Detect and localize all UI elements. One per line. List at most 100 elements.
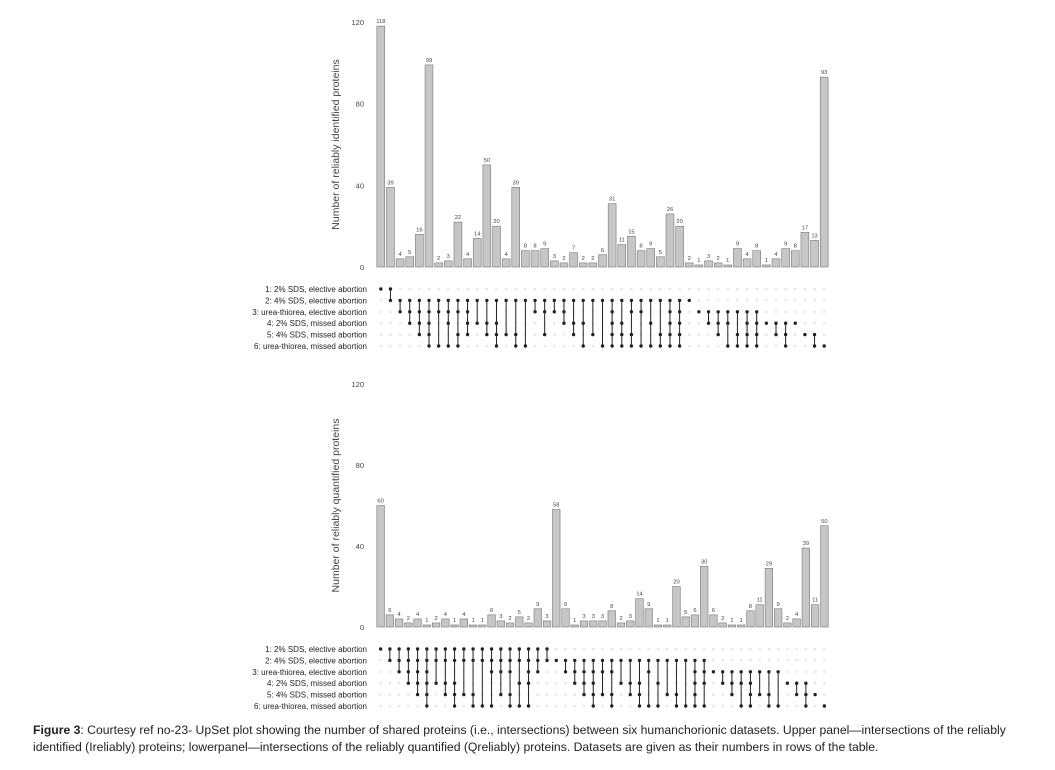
matrix-dot-inactive [545,670,549,674]
matrix-dot-inactive [697,333,701,336]
bar [800,231,810,268]
y-tick-label: 0 [360,263,364,272]
matrix-dot-inactive [408,333,412,336]
bar [727,624,737,628]
matrix-dot-active [571,298,576,303]
matrix-dot-inactive [813,310,816,314]
bar-value-label: 11 [812,598,818,604]
matrix-dot-inactive [573,704,577,708]
bar [709,614,718,628]
matrix-dot-inactive [774,310,778,314]
bar-value-label: 4 [745,252,749,258]
matrix-dot-inactive [822,299,826,302]
bar-value-label: 3 [601,614,604,620]
matrix-dot-active [764,321,769,325]
matrix-dot-inactive [786,647,789,651]
matrix-dot-inactive [774,344,778,348]
bar-value-label: 5 [408,250,411,256]
bar [723,264,733,268]
matrix-dot-inactive [823,693,826,696]
matrix-dot-inactive [765,344,768,348]
matrix-dot-active [812,332,817,337]
bar-value-label: 2 [437,256,440,262]
bar [781,248,790,268]
matrix-dot-active [446,298,450,303]
matrix-dot-inactive [765,299,768,302]
matrix-dot-active [533,298,537,303]
matrix-dot-inactive [774,287,778,291]
matrix-dot-inactive [389,321,392,325]
matrix-dot-inactive [582,704,586,708]
matrix-dot-inactive [793,310,797,314]
bar [627,236,636,268]
matrix-dot-inactive [793,287,797,291]
bar [771,258,781,268]
caption-label: Figure 3 [33,723,81,737]
matrix-dot-inactive [504,287,508,291]
bar [762,264,771,268]
bar [478,624,487,628]
matrix-dot-active [639,298,643,303]
y-tick-label: 40 [356,542,364,551]
matrix-dot-inactive [466,287,469,291]
matrix-dot-active [398,298,402,303]
matrix-dot-inactive [379,704,382,708]
bar-value-label: 1 [481,618,484,624]
bar [569,252,578,268]
matrix-dot-inactive [687,333,691,336]
matrix-dot-inactive [536,693,540,696]
bar [453,221,463,268]
bar [675,225,684,268]
matrix-dot-active [436,298,441,303]
bar [681,616,690,628]
bar-value-label: 4 [462,612,466,618]
matrix-dot-inactive [767,647,771,651]
bar [607,203,617,268]
matrix-dot-inactive [562,287,566,291]
matrix-dot-active [658,298,663,303]
matrix-dot-inactive [379,681,382,685]
matrix-dot-inactive [554,647,558,651]
matrix-dot-inactive [418,287,421,291]
bar-value-label: 8 [533,244,536,250]
matrix-dot-inactive [475,333,479,336]
matrix-dot-inactive [739,659,743,662]
matrix-dot-inactive [678,287,681,291]
matrix-dot-inactive [823,647,826,651]
matrix-dot-inactive [784,287,787,291]
matrix-dot-inactive [730,659,734,662]
bar [376,505,385,628]
matrix-dot-inactive [379,299,383,302]
bar [515,616,524,628]
bar [713,262,723,268]
matrix-dot-inactive [434,693,438,696]
bar-value-label: 8 [639,244,642,250]
bar [820,525,829,628]
matrix-dot-inactive [379,321,383,325]
matrix-dot-inactive [687,310,691,314]
bar [444,260,453,268]
bar [524,622,533,628]
bar [559,262,569,268]
matrix-dot-inactive [712,681,715,685]
matrix-dot-inactive [786,659,789,662]
bar-value-label: 14 [474,231,481,237]
bar-value-label: 118 [376,19,385,25]
bar-value-label: 11 [757,598,763,604]
bar-value-label: 6 [490,608,493,614]
matrix-dot-inactive [795,647,798,651]
bar [450,624,459,628]
bar [505,622,515,628]
bar [690,614,700,628]
matrix-dot-inactive [610,647,614,651]
matrix-dot-inactive [758,659,761,662]
bar [663,624,672,628]
bar-value-label: 13 [811,233,817,239]
matrix-dot-inactive [712,647,715,651]
matrix-dot-inactive [554,704,558,708]
bar [405,256,414,268]
bar [496,620,505,628]
bar [432,622,441,628]
matrix-dot-active [785,681,790,685]
bar [764,567,773,628]
